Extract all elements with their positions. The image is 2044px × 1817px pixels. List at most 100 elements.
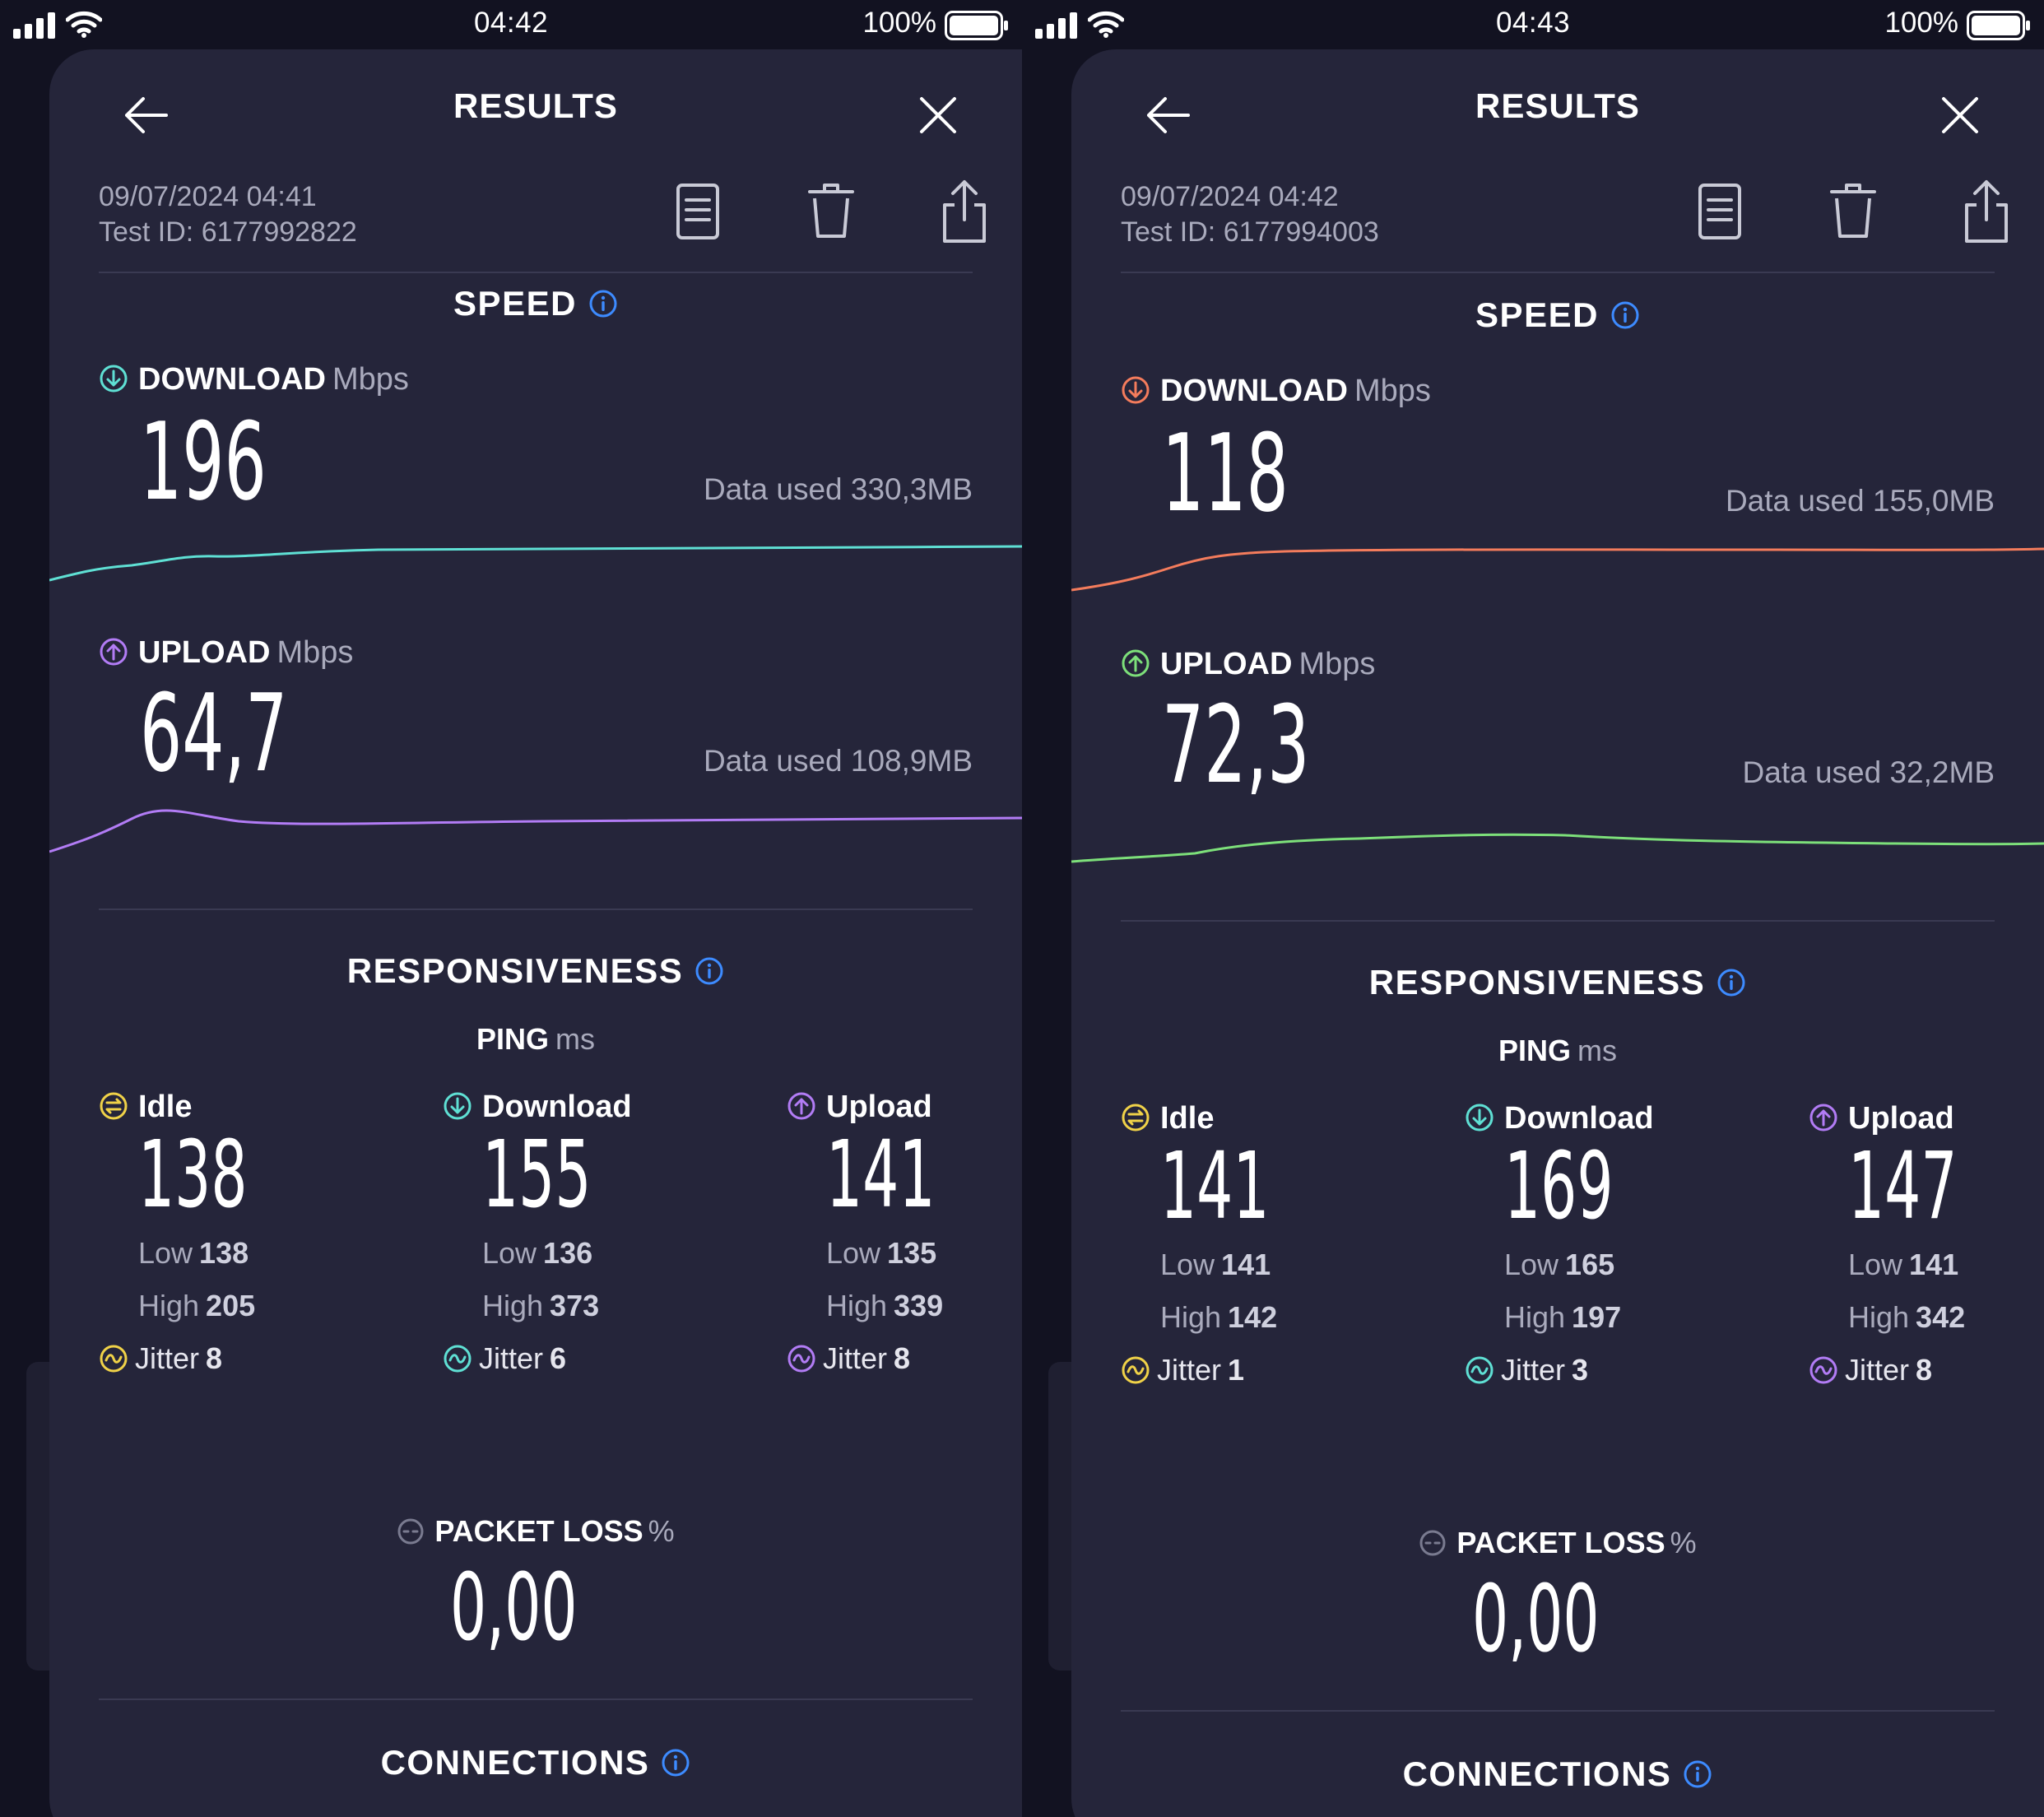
- upload-label: UPLOAD Mbps: [99, 635, 353, 671]
- ping-download-label: Download: [1465, 1101, 1654, 1136]
- responsiveness-title: RESPONSIVENESS: [1071, 963, 2044, 1002]
- results-card: RESULTS 09/07/2024 04:41 Test ID: 617799…: [49, 49, 1022, 1817]
- ping-download-low: Low 165: [1504, 1248, 1615, 1281]
- ping-download-high: High 373: [482, 1289, 600, 1322]
- upload-speed-graph: [49, 809, 1022, 853]
- packet-loss-label: PACKET LOSS%: [49, 1514, 1022, 1549]
- upload-arrow-icon: [787, 1092, 815, 1120]
- speed-title: SPEED: [1071, 295, 2044, 335]
- idle-icon: [100, 1092, 128, 1120]
- info-icon[interactable]: [1716, 968, 1746, 997]
- download-arrow-icon: [444, 1092, 472, 1120]
- ping-upload-high: High 342: [1848, 1300, 1966, 1334]
- ping-idle-jitter: Jitter 8: [99, 1341, 222, 1376]
- results-list-icon[interactable]: [667, 177, 729, 246]
- battery-percent: 100%: [1884, 7, 1958, 39]
- info-icon[interactable]: [694, 956, 724, 986]
- phone-screen-right: 04:43 100% RESULTS 09/07/2024 04:42 Test…: [1022, 0, 2044, 1817]
- ping-download-jitter: Jitter 6: [443, 1341, 566, 1376]
- status-bar: 04:42 100%: [0, 0, 1022, 49]
- ping-upload-low: Low 135: [826, 1236, 937, 1270]
- divider: [99, 272, 973, 273]
- ping-idle-label: Idle: [1121, 1101, 1214, 1136]
- trash-icon[interactable]: [1822, 177, 1884, 246]
- info-icon[interactable]: [1683, 1759, 1712, 1789]
- ping-idle-high: High 142: [1160, 1300, 1278, 1334]
- ping-upload-label: Upload: [1809, 1101, 1954, 1136]
- info-icon[interactable]: [1610, 300, 1640, 330]
- arrow-left-icon[interactable]: [114, 82, 179, 148]
- upload-data-used: Data used 32,2MB: [1742, 755, 1995, 789]
- download-speed-graph: [49, 545, 1022, 582]
- battery-percent: 100%: [862, 7, 936, 39]
- battery-icon: [1967, 11, 2030, 40]
- test-id: Test ID: 6177992822: [99, 216, 357, 248]
- download-arrow-icon: [1122, 376, 1150, 404]
- status-bar: 04:43 100%: [1022, 0, 2044, 49]
- ping-upload-value: 141: [826, 1122, 936, 1229]
- ping-upload-jitter: Jitter 8: [787, 1341, 910, 1376]
- divider: [99, 908, 973, 910]
- divider: [99, 1698, 973, 1700]
- battery-icon: [945, 11, 1008, 40]
- download-data-used: Data used 155,0MB: [1725, 484, 1995, 518]
- test-date: 09/07/2024 04:41: [99, 181, 317, 212]
- ping-download-value: 155: [482, 1122, 592, 1229]
- ping-idle-low: Low 138: [138, 1236, 249, 1270]
- ping-download-high: High 197: [1504, 1300, 1622, 1334]
- ping-upload-label: Upload: [787, 1090, 932, 1125]
- jitter-icon: [1122, 1356, 1150, 1384]
- share-icon[interactable]: [933, 177, 996, 246]
- ping-idle-low: Low 141: [1160, 1248, 1271, 1281]
- arrow-left-icon[interactable]: [1136, 82, 1201, 148]
- upload-arrow-icon: [1809, 1104, 1837, 1132]
- wifi-icon: [66, 11, 102, 38]
- download-label: DOWNLOAD Mbps: [99, 362, 409, 397]
- divider: [1121, 920, 1995, 922]
- jitter-icon: [1809, 1356, 1837, 1384]
- download-speed-value: 196: [140, 399, 267, 524]
- share-icon[interactable]: [1955, 177, 2018, 246]
- wifi-icon: [1088, 11, 1124, 38]
- jitter-icon: [1466, 1356, 1494, 1384]
- test-date: 09/07/2024 04:42: [1121, 181, 1339, 212]
- results-list-icon[interactable]: [1689, 177, 1751, 246]
- info-icon[interactable]: [661, 1748, 690, 1778]
- ping-upload-jitter: Jitter 8: [1809, 1353, 1932, 1387]
- close-icon[interactable]: [905, 82, 971, 148]
- trash-icon[interactable]: [800, 177, 862, 246]
- packet-loss-value: 0,00: [450, 1554, 578, 1661]
- download-label: DOWNLOAD Mbps: [1121, 374, 1431, 409]
- upload-label: UPLOAD Mbps: [1121, 647, 1375, 682]
- jitter-icon: [787, 1345, 815, 1373]
- ping-idle-high: High 205: [138, 1289, 256, 1322]
- responsiveness-title: RESPONSIVENESS: [49, 951, 1022, 991]
- ping-download-label: Download: [443, 1090, 632, 1125]
- upload-speed-graph: [1071, 833, 2044, 863]
- status-time: 04:42: [473, 7, 549, 39]
- upload-speed-value: 64,7: [140, 671, 288, 796]
- ping-idle-value: 141: [1160, 1133, 1270, 1240]
- results-card: RESULTS 09/07/2024 04:42 Test ID: 617799…: [1071, 49, 2044, 1817]
- connections-title: CONNECTIONS: [1071, 1754, 2044, 1794]
- ping-download-value: 169: [1504, 1133, 1614, 1240]
- ping-label: PING ms: [476, 1022, 595, 1056]
- speed-title: SPEED: [49, 284, 1022, 323]
- packet-loss-value: 0,00: [1472, 1566, 1600, 1673]
- ping-idle-value: 138: [138, 1122, 248, 1229]
- download-arrow-icon: [100, 365, 128, 393]
- ping-idle-jitter: Jitter 1: [1121, 1353, 1244, 1387]
- page-title: RESULTS: [1475, 86, 1640, 125]
- status-time: 04:43: [1495, 7, 1571, 39]
- ping-idle-label: Idle: [99, 1090, 192, 1125]
- packet-loss-label: PACKET LOSS%: [1071, 1526, 2044, 1560]
- cellular-signal-icon: [1035, 12, 1077, 39]
- download-speed-graph: [1071, 547, 2044, 592]
- page-title: RESULTS: [453, 86, 618, 125]
- ping-download-jitter: Jitter 3: [1465, 1353, 1588, 1387]
- upload-arrow-icon: [1122, 649, 1150, 677]
- upload-speed-value: 72,3: [1162, 682, 1310, 807]
- info-icon[interactable]: [588, 289, 618, 318]
- close-icon[interactable]: [1927, 82, 1993, 148]
- divider: [1121, 1710, 1995, 1712]
